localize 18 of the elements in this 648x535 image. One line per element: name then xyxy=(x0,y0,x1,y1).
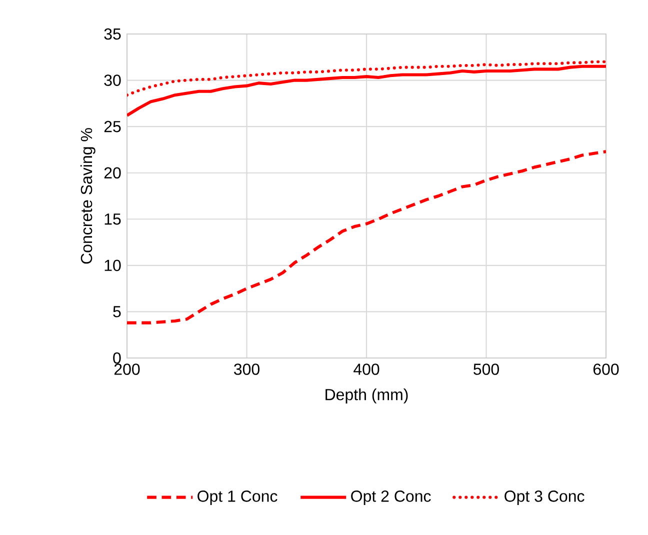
x-axis-title: Depth (mm) xyxy=(326,388,408,404)
legend-label: Opt 3 Conc xyxy=(504,490,584,506)
y-tick-label: 20 xyxy=(104,167,121,179)
y-tick-label: 0 xyxy=(113,352,121,364)
y-tick-label: 25 xyxy=(104,120,121,132)
y-tick-label: 35 xyxy=(104,28,121,40)
legend-label: Opt 2 Conc xyxy=(351,490,431,506)
x-tick-label: 600 xyxy=(593,364,619,375)
x-tick-label: 400 xyxy=(354,364,380,375)
y-tick-label: 15 xyxy=(104,214,121,225)
y-tick-label: 10 xyxy=(104,260,121,272)
y-tick-label: 30 xyxy=(104,74,121,86)
x-tick-label: 200 xyxy=(114,364,140,375)
y-tick-label: 5 xyxy=(113,306,121,318)
x-tick-label: 500 xyxy=(474,364,499,375)
y-axis-title: Concrete Saving % xyxy=(80,128,96,264)
legend-label: Opt 1 Conc xyxy=(198,490,278,506)
x-tick-label: 300 xyxy=(234,364,260,375)
